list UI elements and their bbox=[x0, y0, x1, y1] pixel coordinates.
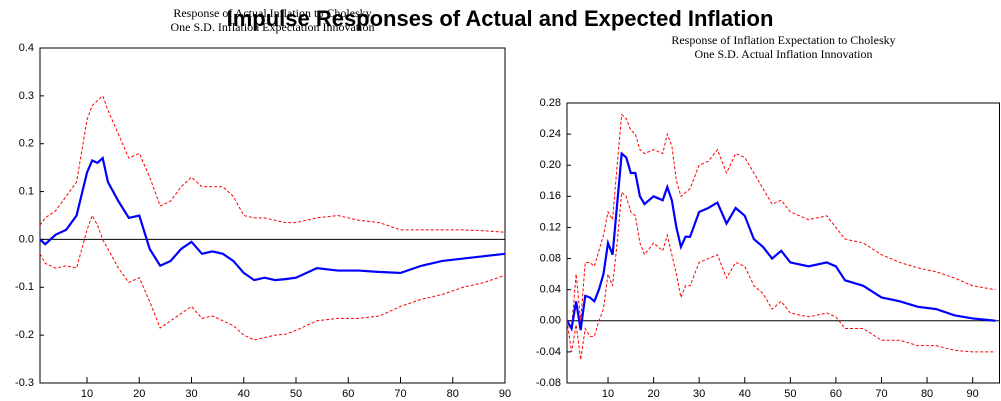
y-tick-label: 0.1 bbox=[19, 185, 34, 197]
y-tick-label: 0.3 bbox=[19, 90, 34, 102]
confidence-band bbox=[566, 113, 996, 331]
y-tick-label: -0.1 bbox=[15, 281, 34, 293]
x-tick-label: 20 bbox=[647, 388, 659, 400]
plot-frame bbox=[39, 47, 506, 384]
y-tick-label: 0.4 bbox=[19, 42, 34, 54]
plot-frame bbox=[566, 102, 1000, 384]
y-tick-label: 0.0 bbox=[19, 233, 34, 245]
subtitle: One S.D. Actual Inflation Innovation bbox=[695, 47, 873, 61]
subtitle: Response of Inflation Expectation to Cho… bbox=[671, 33, 895, 47]
x-tick-label: 40 bbox=[739, 388, 751, 400]
x-tick-label: 80 bbox=[921, 388, 933, 400]
confidence-band bbox=[39, 214, 506, 341]
x-tick-label: 60 bbox=[342, 388, 354, 400]
confidence-band bbox=[39, 94, 506, 233]
x-tick-label: 50 bbox=[290, 388, 302, 400]
y-tick-label: 0.12 bbox=[540, 221, 561, 233]
x-tick-label: 90 bbox=[967, 388, 979, 400]
y-tick-label: 0.16 bbox=[540, 190, 561, 202]
subtitle: One S.D. Inflation Expectation Innovatio… bbox=[171, 20, 375, 34]
x-tick-label: 90 bbox=[499, 388, 511, 400]
y-tick-label: 0.00 bbox=[540, 315, 561, 327]
x-tick-label: 80 bbox=[447, 388, 459, 400]
x-tick-label: 60 bbox=[830, 388, 842, 400]
y-tick-label: 0.24 bbox=[540, 128, 561, 140]
y-tick-label: 0.2 bbox=[19, 138, 34, 150]
y-tick-label: -0.08 bbox=[536, 377, 561, 389]
y-tick-label: 0.20 bbox=[540, 159, 561, 171]
y-tick-label: -0.2 bbox=[15, 329, 34, 341]
subtitle: Response of Actual Inflation to Cholesky bbox=[173, 6, 371, 20]
x-tick-label: 20 bbox=[133, 388, 145, 400]
x-tick-label: 10 bbox=[602, 388, 614, 400]
y-tick-label: -0.3 bbox=[15, 377, 34, 389]
x-tick-label: 30 bbox=[693, 388, 705, 400]
x-tick-label: 40 bbox=[238, 388, 250, 400]
y-tick-label: 0.08 bbox=[540, 252, 561, 264]
x-tick-label: 70 bbox=[394, 388, 406, 400]
chart-title: Impulse Responses of Actual and Expected… bbox=[227, 6, 774, 31]
response-line bbox=[39, 155, 506, 282]
y-tick-label: 0.28 bbox=[540, 97, 561, 109]
y-tick-label: -0.04 bbox=[536, 346, 561, 358]
confidence-band bbox=[566, 191, 996, 360]
x-tick-label: 70 bbox=[875, 388, 887, 400]
response-line bbox=[566, 151, 996, 332]
x-tick-label: 10 bbox=[81, 388, 93, 400]
x-tick-label: 50 bbox=[784, 388, 796, 400]
x-tick-label: 30 bbox=[185, 388, 197, 400]
y-tick-label: 0.04 bbox=[540, 284, 561, 296]
